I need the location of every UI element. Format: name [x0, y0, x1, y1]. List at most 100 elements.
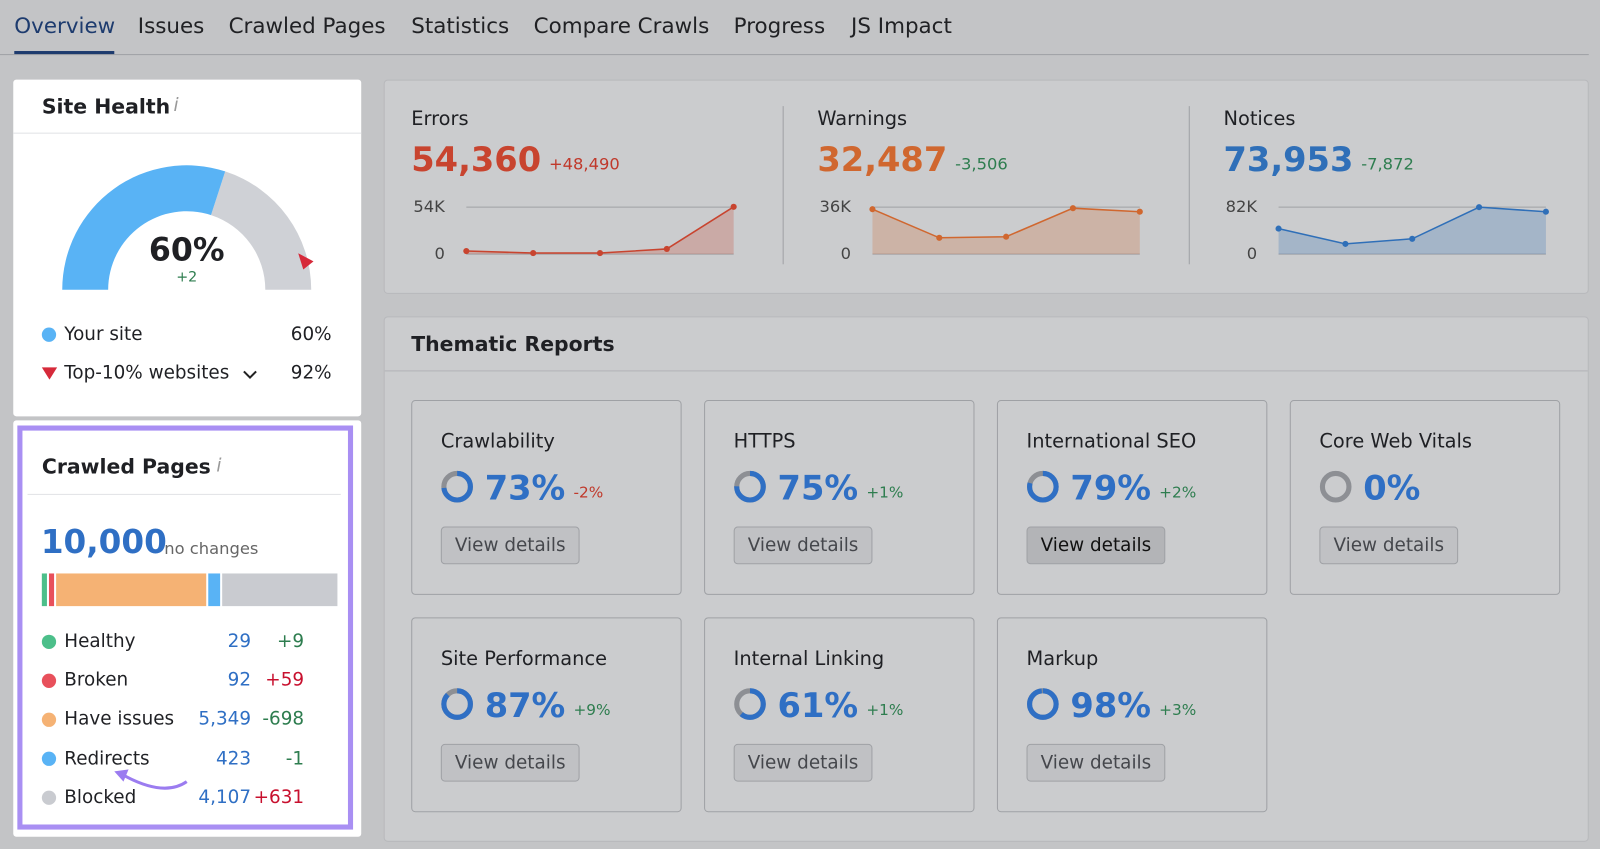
row-label: Have issues: [64, 708, 175, 730]
issue-change: +48,490: [548, 154, 620, 174]
divider: [27, 493, 341, 495]
row-dot: [41, 790, 57, 805]
sparkline-point: [730, 203, 737, 210]
issues-card: [383, 79, 1589, 294]
report-score: 73%: [484, 467, 566, 508]
legend-value: 60%: [290, 323, 332, 345]
info-icon[interactable]: i: [216, 455, 222, 477]
report-score: 87%: [484, 685, 566, 725]
section-title: Thematic Reports: [411, 331, 615, 357]
divider: [782, 106, 784, 265]
row-count[interactable]: 92: [227, 669, 252, 692]
view-details-button[interactable]: View details: [733, 526, 873, 565]
sparkline-point: [869, 206, 876, 213]
legend-dot: [41, 327, 57, 342]
donut-value: [1027, 688, 1059, 720]
view-details-button[interactable]: View details: [733, 743, 873, 782]
tab[interactable]: Crawled Pages: [228, 13, 386, 39]
issue-change: -7,872: [1361, 154, 1414, 174]
report-change: +3%: [1159, 700, 1197, 719]
view-details-button[interactable]: View details: [1026, 743, 1166, 782]
tab-divider: [0, 54, 1589, 56]
gauge-benchmark: [298, 253, 314, 270]
tab[interactable]: Statistics: [411, 13, 510, 39]
sparkline-point: [1542, 208, 1549, 215]
report-name: Internal Linking: [733, 647, 885, 670]
legend-label: Your site: [64, 323, 143, 345]
divider: [384, 370, 1588, 372]
bar-segment: [208, 573, 221, 607]
report-change: +9%: [573, 700, 611, 719]
donut-track: [1319, 470, 1352, 503]
sparkline-point: [1003, 233, 1010, 240]
row-label: Blocked: [64, 786, 137, 808]
gauge-track: [211, 171, 312, 290]
report-card: [704, 399, 975, 595]
donut-value: [441, 470, 473, 503]
legend-label: Top-10% websites: [64, 362, 230, 384]
report-change: -2%: [573, 483, 604, 502]
divider: [13, 132, 362, 134]
row-dot: [41, 751, 57, 766]
dropdown-chevron: [243, 370, 257, 379]
total: 10,000: [40, 522, 167, 562]
sparkline-point: [663, 245, 670, 253]
report-score: 79%: [1070, 467, 1152, 508]
report-change: +2%: [1159, 483, 1197, 502]
view-details-button[interactable]: View details: [1319, 526, 1459, 565]
donut-value: [1027, 470, 1059, 503]
report-name: Core Web Vitals: [1319, 430, 1473, 453]
highlight-frame: [17, 425, 354, 830]
issue-total: 32,487: [817, 139, 948, 180]
report-name: Crawlability: [440, 430, 555, 453]
sparkline-point: [1342, 240, 1349, 247]
report-change: +1%: [866, 700, 904, 719]
legend-triangle: [41, 367, 58, 380]
tab[interactable]: Progress: [733, 13, 826, 39]
report-score: 61%: [777, 685, 859, 725]
report-card: [996, 399, 1268, 595]
donut-value: [441, 688, 473, 720]
tab[interactable]: Issues: [137, 13, 205, 39]
report-name: Site Performance: [440, 647, 608, 670]
sparkline-point: [1476, 204, 1483, 211]
sparkline-point: [463, 247, 470, 255]
view-details-button[interactable]: View details: [440, 743, 580, 782]
report-name: HTTPS: [733, 430, 796, 453]
row-count[interactable]: 423: [215, 747, 252, 769]
row-change: +631: [253, 786, 305, 808]
tab[interactable]: JS Impact: [851, 13, 952, 39]
sparkline-point: [936, 234, 943, 241]
total-change: no changes: [164, 538, 259, 559]
issue-label: Warnings: [817, 107, 908, 131]
row-label: Broken: [64, 669, 129, 692]
row-count[interactable]: 29: [227, 630, 252, 653]
row-count[interactable]: 4,107: [198, 786, 252, 808]
row-count[interactable]: 5,349: [198, 708, 252, 730]
issue-total: 54,360: [411, 139, 542, 180]
bar-segment: [41, 573, 47, 607]
y-tick-label: 0: [434, 243, 445, 264]
report-card: [704, 617, 975, 813]
row-change: +59: [265, 669, 305, 692]
row-label: Healthy: [64, 630, 136, 653]
y-tick-label: 36K: [819, 196, 852, 217]
report-card: [411, 617, 682, 813]
view-details-button[interactable]: View details: [1026, 526, 1166, 565]
tab[interactable]: Overview: [14, 13, 116, 39]
tab[interactable]: Compare Crawls: [533, 13, 710, 39]
arrow-head: [114, 769, 129, 782]
info-icon[interactable]: i: [173, 94, 179, 117]
sparkline-point: [1275, 225, 1282, 232]
view-details-button[interactable]: View details: [440, 526, 580, 565]
y-tick-label: 54K: [413, 196, 445, 217]
y-tick-label: 82K: [1225, 196, 1258, 217]
report-change: +1%: [866, 483, 904, 502]
gauge-score: 60%: [148, 232, 225, 269]
row-change: -698: [262, 708, 305, 730]
row-dot: [41, 634, 57, 649]
sparkline-point: [530, 249, 537, 257]
arrow: [119, 772, 188, 790]
